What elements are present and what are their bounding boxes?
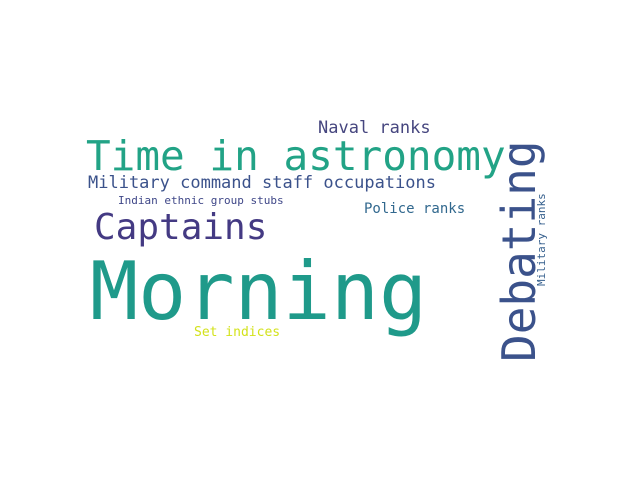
word-morning: Morning: [90, 245, 428, 338]
word-time-in-astronomy: Time in astronomy: [86, 132, 506, 180]
word-naval-ranks: Naval ranks: [318, 118, 431, 138]
word-indian-ethnic-group-stubs: Indian ethnic group stubs: [118, 194, 284, 207]
word-military-command-staff-occupations: Military command staff occupations: [88, 173, 436, 193]
word-police-ranks: Police ranks: [364, 201, 466, 217]
word-set-indices: Set indices: [194, 325, 281, 340]
word-captains: Captains: [94, 207, 268, 248]
word-military-ranks: Military ranks: [535, 193, 548, 286]
